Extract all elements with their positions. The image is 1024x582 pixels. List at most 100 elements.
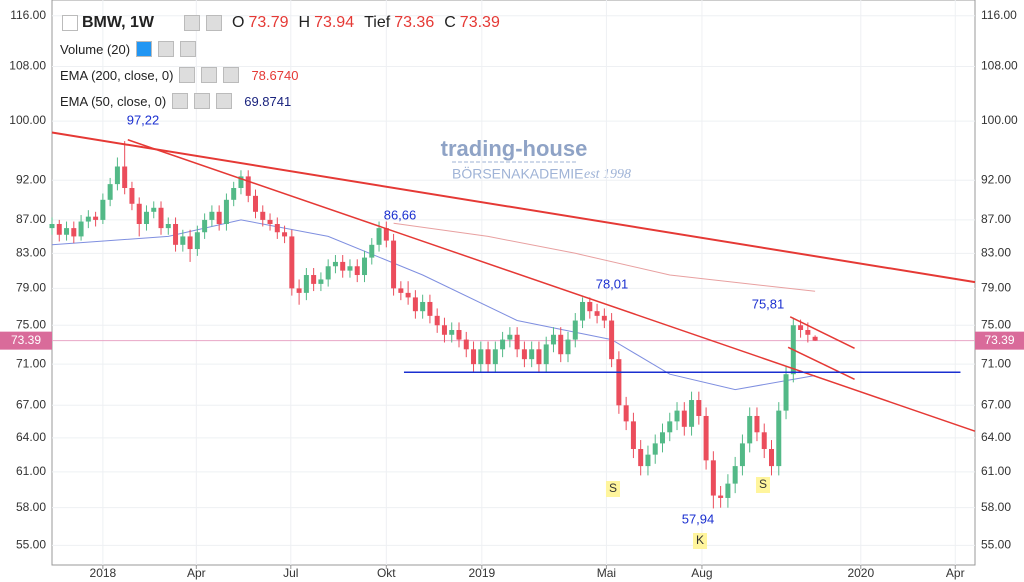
candle-body (136, 203, 142, 225)
marker-box (693, 533, 707, 549)
candle (223, 193, 229, 231)
h-label: H (298, 14, 311, 31)
l-value: 73.36 (394, 14, 435, 31)
price-annotation: 97,22 (127, 112, 160, 127)
gear[interactable] (194, 93, 211, 109)
candle (529, 341, 535, 368)
candle-body (645, 454, 651, 467)
candle-body (725, 483, 731, 498)
y-tick-label-right: 71.00 (981, 356, 1011, 370)
gear[interactable] (206, 15, 222, 31)
collapse[interactable] (62, 15, 78, 31)
eye[interactable] (184, 15, 200, 31)
candle (747, 407, 753, 453)
candle (398, 281, 404, 301)
candle (180, 229, 186, 252)
candle (64, 221, 70, 241)
price-annotation: 78,01 (596, 276, 629, 291)
y-tick-label: 100.00 (9, 113, 46, 127)
marker-label: S (759, 477, 767, 491)
candle (667, 412, 673, 442)
candle-body (194, 232, 200, 250)
candle-body (325, 266, 331, 280)
x-tick-label: Apr (187, 566, 206, 580)
candle-body (78, 221, 84, 237)
candle (710, 451, 716, 509)
candle-body (732, 466, 738, 484)
y-tick-label: 92.00 (16, 172, 46, 186)
y-tick-label: 79.00 (16, 281, 46, 295)
candle (732, 456, 738, 494)
candle-body (49, 224, 55, 229)
plot-border (51, 0, 976, 566)
eye[interactable] (179, 67, 196, 83)
eye[interactable] (136, 41, 153, 57)
gear[interactable] (201, 67, 218, 83)
candle-body (761, 432, 767, 449)
candle-body (209, 211, 215, 220)
candle (463, 331, 469, 358)
candle-body (565, 339, 571, 355)
candle-body (289, 236, 295, 289)
candle (812, 335, 818, 341)
c-value: 73.39 (459, 14, 500, 31)
x-tick-label: Aug (691, 566, 712, 580)
candle-body (659, 432, 665, 444)
candle (696, 391, 702, 425)
candle-body (623, 405, 629, 422)
gear[interactable] (158, 41, 175, 57)
close[interactable] (223, 67, 240, 83)
candle-body (434, 315, 440, 326)
candle (107, 177, 113, 207)
candle (165, 217, 171, 235)
ema-line (393, 222, 816, 292)
candle-body (456, 329, 462, 340)
legend-main: BMW, 1W O 73.79 H 73.94 Tief 73.36 C 73.39 (60, 10, 500, 36)
candle (754, 407, 760, 442)
candle (478, 341, 484, 373)
candle-body (463, 339, 469, 350)
candle (122, 141, 128, 195)
candle-body (398, 288, 404, 293)
candle (674, 402, 680, 431)
watermark: trading-house BÖRSENAKADEMIE est 1998 (441, 136, 631, 182)
candle-body (267, 219, 273, 225)
close[interactable] (216, 93, 233, 109)
candle-body (514, 334, 520, 350)
marker-label: S (609, 481, 617, 495)
candle-body (812, 336, 818, 341)
eye[interactable] (172, 93, 189, 109)
y-tick-label: 64.00 (16, 430, 46, 444)
candle-body (449, 329, 455, 335)
candle (572, 313, 578, 348)
candle (245, 170, 251, 203)
y-tick-label: 87.00 (16, 212, 46, 226)
candle-body (274, 224, 280, 233)
candle (151, 201, 157, 219)
candle (303, 268, 309, 301)
candle-body (710, 460, 716, 496)
y-tick-label: 58.00 (16, 500, 46, 514)
candle-body (151, 207, 157, 212)
candle (659, 423, 665, 453)
candle (521, 341, 527, 368)
candle-body (347, 266, 353, 271)
legend-ema200: EMA (200, close, 0) 78.6740 (60, 62, 500, 88)
candle (187, 229, 193, 262)
candle (725, 474, 731, 508)
candle-body (420, 301, 426, 312)
candle-body (383, 228, 389, 241)
candle-body (776, 410, 782, 467)
candle (202, 213, 208, 239)
candle-body (107, 184, 113, 200)
candle-body (529, 349, 535, 360)
close[interactable] (180, 41, 197, 57)
candle (289, 229, 295, 296)
l-label: Tief (364, 14, 391, 31)
x-tick-label: Mai (597, 566, 616, 580)
candle-body (638, 448, 644, 467)
candle-body (739, 443, 745, 467)
candle-body (681, 410, 687, 427)
y-tick-label-right: 116.00 (981, 8, 1017, 22)
price-tag (975, 331, 1024, 350)
